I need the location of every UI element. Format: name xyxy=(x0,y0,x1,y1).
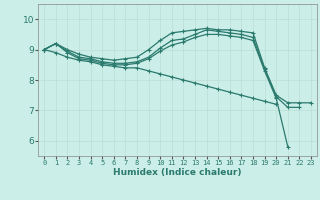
X-axis label: Humidex (Indice chaleur): Humidex (Indice chaleur) xyxy=(113,168,242,177)
